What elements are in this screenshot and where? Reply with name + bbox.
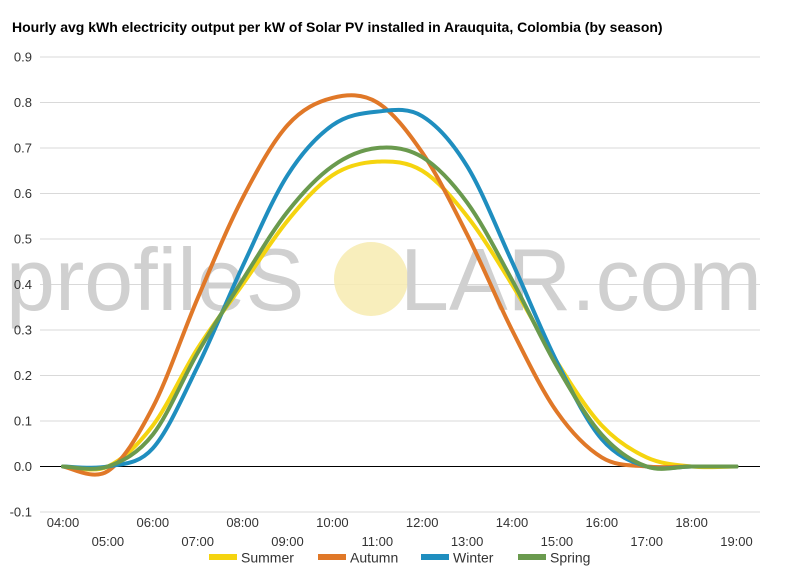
x-tick-label: 18:00 (675, 515, 708, 530)
legend: Summer Autumn Winter Spring (209, 550, 590, 566)
series-line-autumn (61, 93, 739, 477)
x-tick-label: 17:00 (630, 534, 663, 549)
y-tick-label: 0.2 (14, 368, 32, 383)
x-tick-label: 11:00 (362, 534, 394, 549)
x-tick-label: 10:00 (316, 515, 349, 530)
legend-swatch (209, 554, 237, 560)
y-tick-label: 0.4 (14, 277, 32, 292)
legend-item-spring[interactable]: Spring (518, 550, 590, 566)
series-line-spring (61, 145, 739, 471)
legend-label: Summer (241, 550, 294, 566)
y-tick-label: 0.0 (14, 459, 32, 474)
y-tick-label: 0.8 (14, 95, 32, 110)
legend-item-summer[interactable]: Summer (209, 550, 294, 566)
x-tick-label: 08:00 (226, 515, 259, 530)
x-tick-label: 12:00 (406, 515, 439, 530)
legend-swatch (318, 554, 346, 560)
legend-swatch (518, 554, 546, 560)
watermark-text-left: profileS (6, 230, 304, 329)
y-tick-label: 0.3 (14, 323, 32, 338)
x-axis-ticks: 04:00 05:00 06:00 07:00 08:00 09:00 10:00 11:00… (47, 515, 753, 549)
x-tick-label: 06:00 (137, 515, 170, 530)
x-tick-label: 13:00 (451, 534, 484, 549)
y-tick-label: -0.1 (10, 505, 32, 520)
y-tick-label: 0.1 (14, 414, 32, 429)
y-axis-ticks: -0.1 0.0 0.1 0.2 0.3 0.4 0.5 0.6 0.7 0.8 0.9 (10, 50, 32, 520)
legend-label: Spring (550, 550, 590, 566)
watermark-sun-icon (334, 242, 408, 316)
x-tick-label: 19:00 (720, 534, 753, 549)
legend-swatch (421, 554, 449, 560)
legend-label: Winter (453, 550, 494, 566)
x-tick-label: 14:00 (496, 515, 529, 530)
x-tick-label: 16:00 (586, 515, 619, 530)
y-tick-label: 0.7 (14, 141, 32, 156)
y-tick-label: 0.9 (14, 50, 32, 65)
x-tick-label: 15:00 (541, 534, 574, 549)
series-line-summer (61, 159, 739, 472)
y-tick-label: 0.5 (14, 232, 32, 247)
watermark-text-right: LAR.com (400, 230, 762, 329)
x-tick-label: 05:00 (92, 534, 125, 549)
watermark: profileS LAR.com (6, 230, 762, 329)
legend-item-winter[interactable]: Winter (421, 550, 494, 566)
x-tick-label: 04:00 (47, 515, 80, 530)
x-tick-label: 09:00 (271, 534, 304, 549)
series-line-winter (61, 107, 739, 471)
legend-item-autumn[interactable]: Autumn (318, 550, 398, 566)
y-tick-label: 0.6 (14, 186, 32, 201)
x-tick-label: 07:00 (181, 534, 214, 549)
series-lines (61, 93, 739, 477)
chart-title: Hourly avg kWh electricity output per kW… (12, 19, 663, 35)
legend-label: Autumn (350, 550, 398, 566)
